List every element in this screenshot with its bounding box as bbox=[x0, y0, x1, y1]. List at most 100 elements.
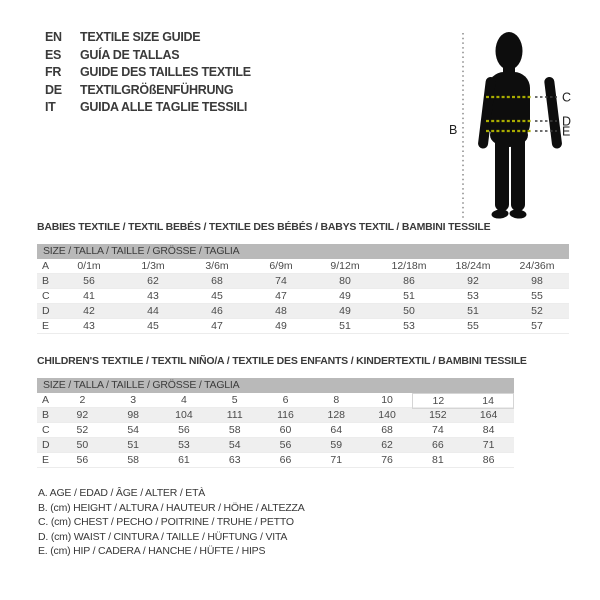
table-cell: 80 bbox=[339, 275, 351, 287]
table-cell: 116 bbox=[277, 409, 294, 421]
table-row-C: C 41 43 45 47 49 51 53 55 bbox=[37, 289, 569, 304]
lang-code: IT bbox=[45, 100, 56, 114]
legend-height: B. (cm) HEIGHT / ALTURA / HAUTEUR / HÖHE… bbox=[38, 501, 305, 514]
lang-row-it: IT GUIDA ALLE TAGLIE TESSILI bbox=[45, 99, 251, 117]
table-row-C: C 52 54 56 58 60 64 68 74 84 bbox=[37, 423, 514, 438]
table-cell: 47 bbox=[211, 320, 223, 332]
table-cell: 51 bbox=[339, 320, 351, 332]
table-cell: 51 bbox=[467, 305, 479, 317]
table-cell: 50 bbox=[403, 305, 415, 317]
table-cell: 5 bbox=[231, 394, 238, 406]
table-cell: 6 bbox=[282, 394, 289, 406]
table-cell: 49 bbox=[339, 305, 351, 317]
table-cell: 3/6m bbox=[205, 260, 229, 272]
lang-row-fr: FR GUIDE DES TAILLES TEXTILE bbox=[45, 64, 251, 82]
table-cell: 74 bbox=[275, 275, 287, 287]
children-section-title: CHILDREN'S TEXTILE / TEXTIL NIÑO/A / TEX… bbox=[37, 355, 527, 367]
legend-chest: C. (cm) CHEST / PECHO / POITRINE / TRUHE… bbox=[38, 516, 294, 529]
table-cell: 45 bbox=[211, 290, 223, 302]
legend-age: A. AGE / EDAD / ÂGE / ALTER / ETÀ bbox=[38, 487, 206, 499]
table-row-B: B 56 62 68 74 80 86 92 98 bbox=[37, 274, 569, 289]
child-silhouette bbox=[478, 32, 562, 219]
table-row-D: D 42 44 46 48 49 50 51 52 bbox=[37, 304, 569, 319]
table-cell: 64 bbox=[330, 424, 343, 436]
table-cell: 57 bbox=[531, 320, 543, 332]
table-cell: 58 bbox=[228, 424, 241, 436]
figure-label-waist: D bbox=[562, 115, 571, 129]
language-title-list: EN TEXTILE SIZE GUIDE ES GUÍA DE TALLAS … bbox=[45, 29, 251, 117]
table-cell: 53 bbox=[403, 320, 415, 332]
table-cell: 164 bbox=[479, 409, 498, 421]
table-cell: 92 bbox=[467, 275, 479, 287]
lang-label: GUÍA DE TALLAS bbox=[80, 47, 180, 62]
figure-label-hip: E bbox=[562, 125, 570, 139]
table-cell: 44 bbox=[147, 305, 159, 317]
figure-label-chest: C bbox=[562, 91, 571, 105]
child-silhouette-diagram: B C D E bbox=[449, 32, 571, 219]
table-cell: 61 bbox=[178, 454, 190, 466]
table-row-B: B 92 98 104 111 116 128 140 152 164 bbox=[37, 408, 514, 423]
table-cell: 68 bbox=[381, 424, 393, 436]
table-cell: 71 bbox=[482, 439, 495, 451]
table-cell: 52 bbox=[531, 305, 543, 317]
table-cell: 74 bbox=[431, 424, 444, 436]
child-measurement-figure: B C D E bbox=[440, 23, 600, 225]
table-cell: 55 bbox=[467, 320, 479, 332]
row-letter: E bbox=[42, 454, 50, 466]
lang-code: ES bbox=[45, 47, 62, 62]
table-cell: 18/24m bbox=[455, 260, 491, 272]
babies-section-title: BABIES TEXTILE / TEXTIL BEBÉS / TEXTILE … bbox=[37, 221, 491, 233]
lang-code: EN bbox=[45, 30, 62, 44]
row-letter: D bbox=[42, 439, 50, 451]
table-cell: 55 bbox=[531, 290, 543, 302]
table-cell: 3 bbox=[130, 394, 137, 406]
table-row-A: A 0/1m 1/3m 3/6m 6/9m 9/12m 12/18m 18/24m 24/36m bbox=[37, 259, 569, 274]
table-cell: 45 bbox=[147, 320, 159, 332]
table-cell: 63 bbox=[228, 454, 241, 466]
table-cell: 71 bbox=[330, 454, 343, 466]
table-cell: 4 bbox=[181, 394, 187, 406]
table-cell: 48 bbox=[275, 305, 287, 317]
children-size-table: SIZE / TALLA / TAILLE / GRÖSSE / TAGLIA A… bbox=[37, 378, 514, 468]
lang-label: TEXTILGRÖßENFÜHRUNG bbox=[80, 82, 234, 97]
table-cell: 59 bbox=[330, 439, 343, 451]
table-cell: 62 bbox=[381, 439, 393, 451]
row-letter: A bbox=[42, 394, 50, 406]
table-cell: 84 bbox=[482, 424, 495, 436]
table-cell: 60 bbox=[279, 424, 292, 436]
table-cell: 76 bbox=[381, 454, 393, 466]
table-cell: 12/18m bbox=[391, 260, 427, 272]
table-cell: 56 bbox=[279, 439, 292, 451]
table-cell: 68 bbox=[211, 275, 223, 287]
table-cell: 56 bbox=[83, 275, 95, 287]
table-cell: 56 bbox=[76, 454, 89, 466]
lang-code: DE bbox=[45, 82, 62, 97]
table-cell: 6/9m bbox=[269, 260, 293, 272]
table-cell: 49 bbox=[339, 290, 351, 302]
lang-label: GUIDA ALLE TAGLIE TESSILI bbox=[80, 100, 248, 114]
row-letter: A bbox=[42, 260, 50, 272]
table-cell: 0/1m bbox=[77, 260, 101, 272]
table-cell: 54 bbox=[228, 439, 241, 451]
table-cell: 98 bbox=[531, 275, 543, 287]
table-cell: 111 bbox=[226, 409, 243, 421]
table-cell: 41 bbox=[83, 290, 95, 302]
table-cell: 50 bbox=[76, 439, 89, 451]
table-cell: 62 bbox=[147, 275, 159, 287]
table-cell: 49 bbox=[275, 320, 287, 332]
lang-code: FR bbox=[45, 65, 62, 79]
table-cell: 66 bbox=[431, 439, 444, 451]
table-cell: 43 bbox=[83, 320, 95, 332]
table-cell: 51 bbox=[127, 439, 139, 451]
table-cell: 86 bbox=[482, 454, 495, 466]
measurement-legend: A. AGE / EDAD / ÂGE / ALTER / ETÀ B. (cm… bbox=[38, 486, 305, 559]
table-row-D: D 50 51 53 54 56 59 62 66 71 bbox=[37, 438, 514, 453]
table-cell: 14 bbox=[463, 393, 514, 409]
table-cell: 8 bbox=[333, 394, 340, 406]
table-row-E: E 56 58 61 63 66 71 76 81 86 bbox=[37, 453, 514, 468]
table-cell: 104 bbox=[175, 409, 193, 421]
table-cell: 42 bbox=[83, 305, 95, 317]
table-cell: 51 bbox=[403, 290, 415, 302]
row-letter: C bbox=[42, 424, 50, 436]
table-cell: 12 bbox=[412, 393, 464, 409]
